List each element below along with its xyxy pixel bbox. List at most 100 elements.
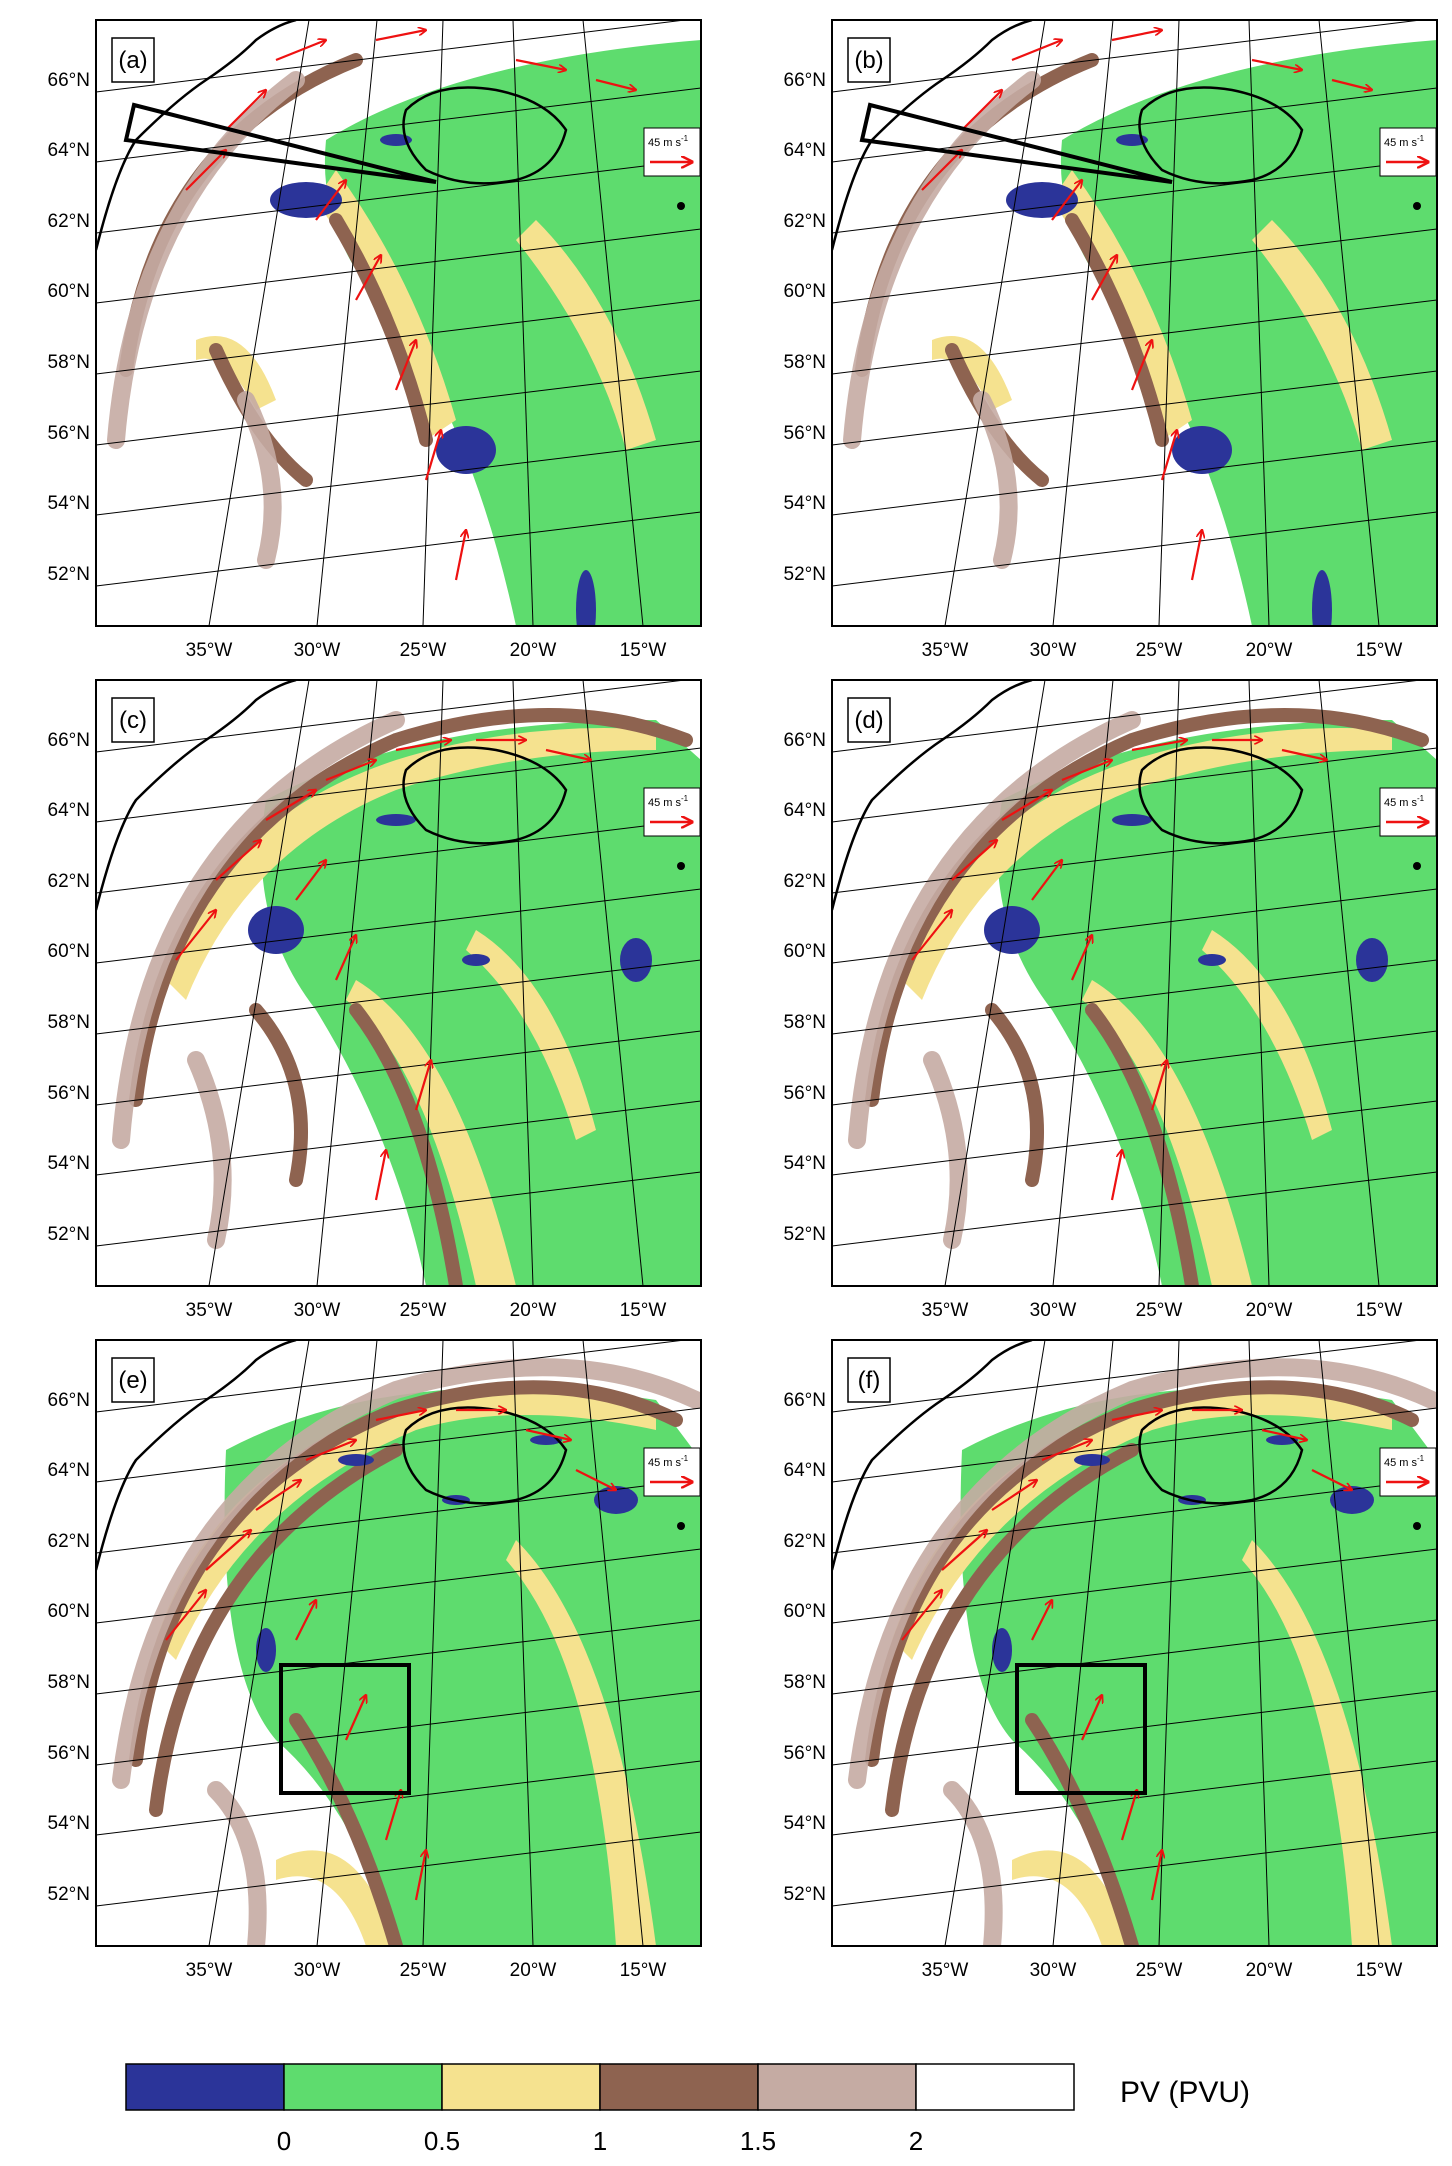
longitude-tick-label: 15°W xyxy=(1356,640,1403,661)
wind-vector xyxy=(1190,530,1202,581)
wind-vector xyxy=(1261,1428,1307,1440)
latitude-tick-label: 62°N xyxy=(48,1531,90,1552)
pv-negative-patch xyxy=(1074,1454,1110,1466)
reference-vector: 45 m s-1 xyxy=(643,787,701,837)
wind-vector xyxy=(911,910,952,961)
reference-vector: 45 m s-1 xyxy=(1379,1447,1437,1497)
longitude-tick-label: 25°W xyxy=(1136,1960,1183,1981)
longitude-line xyxy=(512,20,534,626)
latitude-tick-label: 54°N xyxy=(784,1813,826,1834)
wind-vector xyxy=(575,1469,616,1490)
latitude-tick-label: 60°N xyxy=(48,941,90,962)
pv-filament-high xyxy=(843,71,1041,449)
colorbar-swatch xyxy=(599,2063,759,2111)
pv-mid-band xyxy=(1202,930,1332,1140)
longitude-line xyxy=(208,680,310,1286)
wind-vector xyxy=(375,30,426,42)
latitude-tick-label: 52°N xyxy=(48,1884,90,1905)
svg-text:(f): (f) xyxy=(858,1367,881,1394)
wind-vector xyxy=(424,430,441,481)
longitude-line xyxy=(1158,1340,1180,1946)
latitude-tick-label: 52°N xyxy=(48,1224,90,1245)
latitude-tick-label: 58°N xyxy=(784,1672,826,1693)
wind-vector xyxy=(1150,1060,1167,1111)
pv-negative-patch xyxy=(248,906,304,954)
longitude-line xyxy=(944,20,1046,626)
longitude-line xyxy=(1248,1340,1270,1946)
pv-mid-band xyxy=(506,1540,656,1946)
wind-vector xyxy=(355,255,381,301)
latitude-tick-label: 66°N xyxy=(48,70,90,91)
latitude-tick-label: 60°N xyxy=(784,281,826,302)
wind-vector xyxy=(205,1530,251,1571)
map-frame xyxy=(831,19,1438,627)
pv-negative-patch xyxy=(376,814,416,826)
wind-vector xyxy=(395,740,451,752)
pv-filament xyxy=(1025,1713,1139,1946)
svg-text:45 m s-1: 45 m s-1 xyxy=(1384,794,1425,809)
latitude-tick-label: 62°N xyxy=(784,1531,826,1552)
wind-vector xyxy=(175,910,216,961)
wind-vector xyxy=(1080,1695,1102,1741)
map-panels: (a) 45 m s-1 66°N 64°N 62°N 60°N 58°N 56°N 54°N 5… xyxy=(48,19,1438,1981)
panel-label: (a) xyxy=(111,37,155,83)
longitude-tick-label: 20°W xyxy=(1246,1300,1293,1321)
wind-vector xyxy=(1051,180,1082,221)
pv-mid-band xyxy=(892,1387,1392,1660)
longitude-line xyxy=(422,1340,444,1946)
pv-negative-patch xyxy=(1172,426,1232,474)
wind-vector xyxy=(1130,340,1152,391)
latitude-tick-label: 54°N xyxy=(784,493,826,514)
pv-mid-band xyxy=(1242,1540,1392,1946)
wind-vector xyxy=(325,760,376,782)
longitude-tick-label: 35°W xyxy=(186,1960,233,1981)
longitude-tick-label: 20°W xyxy=(1246,640,1293,661)
longitude-line xyxy=(512,680,534,1286)
longitude-line xyxy=(422,680,444,1286)
wind-vector xyxy=(334,935,356,981)
latitude-tick-label: 66°N xyxy=(48,1390,90,1411)
longitude-line xyxy=(1052,1340,1114,1946)
pv-mid-band xyxy=(466,930,596,1140)
latitude-tick-label: 52°N xyxy=(48,564,90,585)
latitude-tick-label: 58°N xyxy=(784,1012,826,1033)
latitude-tick-label: 56°N xyxy=(48,423,90,444)
longitude-line xyxy=(582,680,644,1286)
wind-vector xyxy=(921,150,962,191)
longitude-tick-label: 30°W xyxy=(294,1300,341,1321)
wind-vector xyxy=(961,90,1002,131)
svg-text:45 m s-1: 45 m s-1 xyxy=(648,134,689,149)
svg-text:(b): (b) xyxy=(854,47,883,74)
pv-negative-patch xyxy=(338,1454,374,1466)
latitude-tick-label: 52°N xyxy=(784,1884,826,1905)
longitude-tick-label: 30°W xyxy=(294,1960,341,1981)
colorbar-swatch xyxy=(441,2063,601,2111)
wind-vector xyxy=(1001,790,1052,821)
longitude-line xyxy=(1318,20,1380,626)
wind-vector xyxy=(901,1590,942,1641)
longitude-tick-label: 20°W xyxy=(1246,1960,1293,1981)
wind-vector xyxy=(255,1480,301,1511)
longitude-tick-label: 30°W xyxy=(1030,1300,1077,1321)
pv-filament-high xyxy=(237,391,282,569)
latitude-tick-label: 66°N xyxy=(48,730,90,751)
longitude-tick-label: 15°W xyxy=(620,1960,667,1981)
latitude-tick-label: 52°N xyxy=(784,1224,826,1245)
latitude-tick-label: 62°N xyxy=(784,211,826,232)
longitude-tick-label: 35°W xyxy=(186,640,233,661)
wind-vector xyxy=(1110,1150,1122,1201)
latitude-tick-label: 56°N xyxy=(48,1083,90,1104)
wind-vector xyxy=(384,1790,401,1841)
map-frame xyxy=(831,679,1438,1287)
longitude-line xyxy=(512,1340,534,1946)
latitude-tick-label: 66°N xyxy=(784,730,826,751)
greenland-coastline xyxy=(832,680,1033,911)
wind-vector xyxy=(1041,1440,1092,1462)
greenland-coastline xyxy=(96,1340,297,1571)
panel-label: (b) xyxy=(847,37,891,83)
svg-text:45 m s-1: 45 m s-1 xyxy=(648,794,689,809)
svg-text:(c): (c) xyxy=(119,707,147,734)
pv-mid-band xyxy=(1082,980,1252,1286)
pv-filament xyxy=(129,708,693,1107)
colorbar-title: PV (PVU) xyxy=(1120,2076,1250,2109)
